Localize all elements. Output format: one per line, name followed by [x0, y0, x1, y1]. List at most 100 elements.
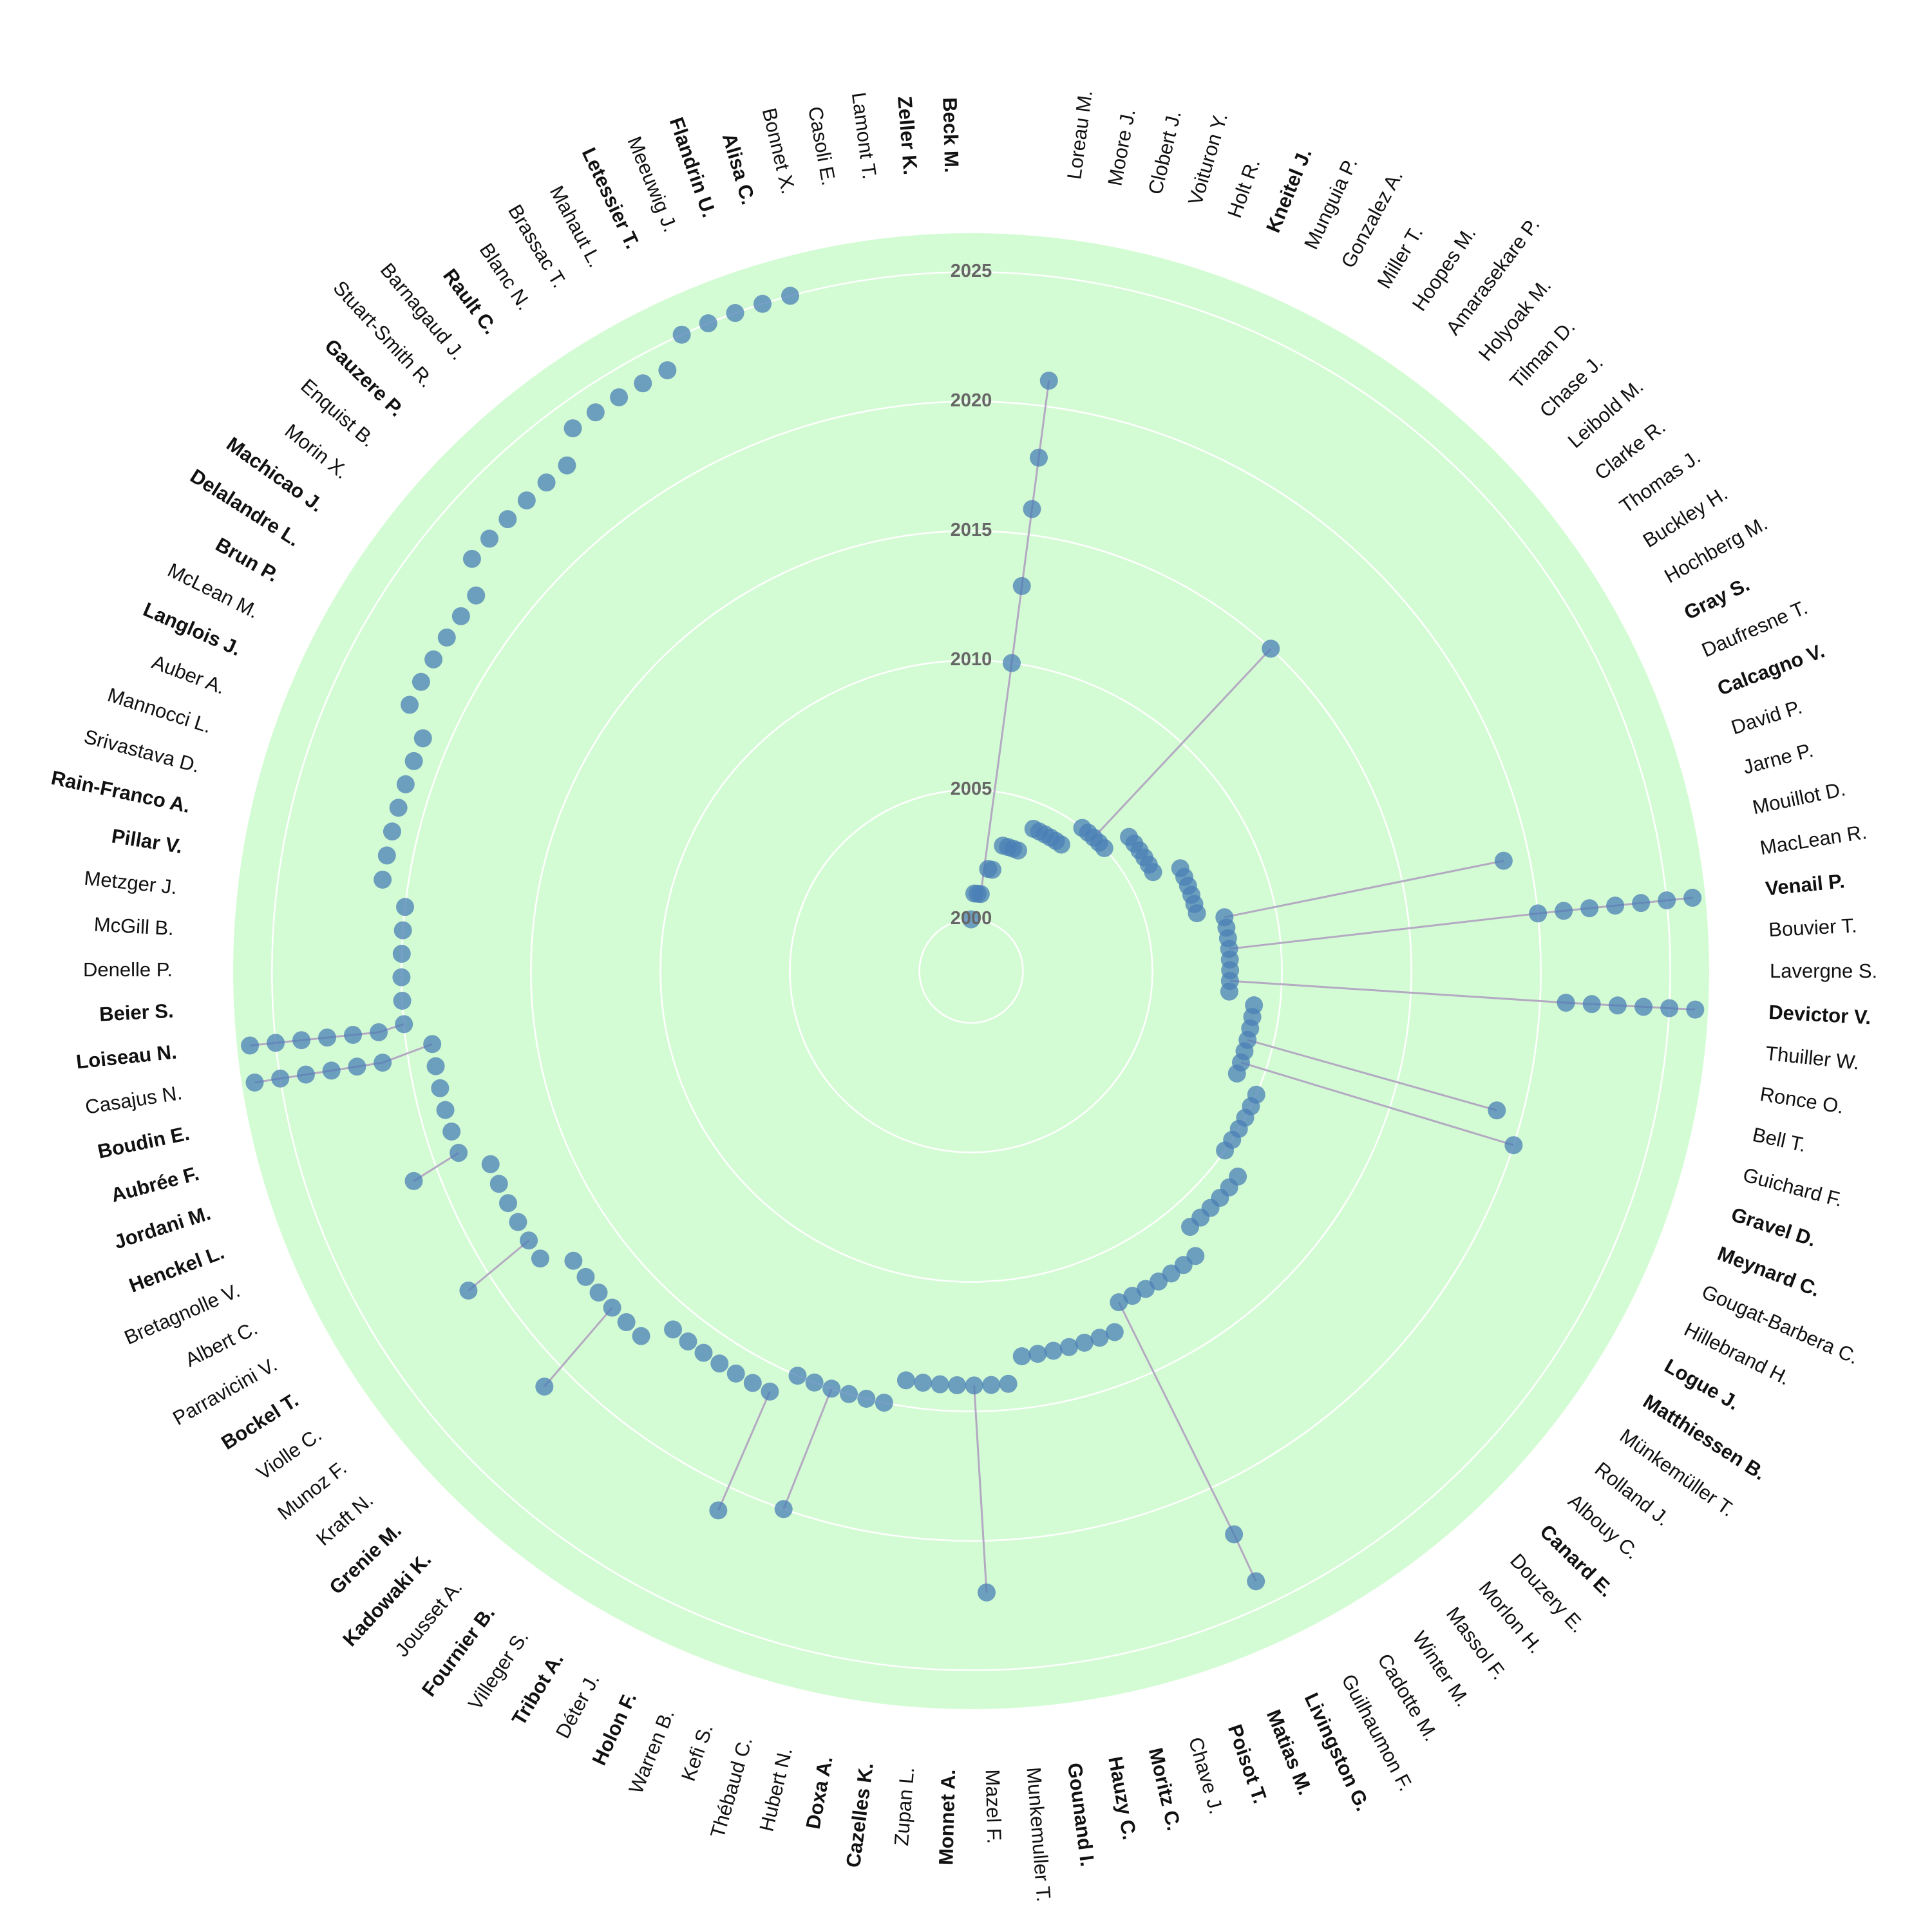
link-line — [717, 1391, 771, 1511]
author-label: Poisot T. — [1224, 1721, 1272, 1806]
paper-dot — [999, 1374, 1018, 1393]
paper-dot — [426, 1057, 445, 1075]
paper-dot — [564, 419, 582, 438]
paper-dot — [948, 1376, 967, 1394]
author-label: Bouvier T. — [1768, 914, 1857, 941]
paper-dot — [1059, 1338, 1078, 1356]
paper-dot — [396, 775, 415, 793]
author-label: Hauzy C. — [1104, 1755, 1141, 1842]
author-dot — [1555, 902, 1573, 920]
author-label: Zeller K. — [893, 95, 922, 176]
paper-dot — [610, 388, 629, 406]
author-label: Clobert J. — [1144, 108, 1186, 196]
r-tick-label: 2005 — [951, 779, 992, 799]
grid-ring — [530, 530, 1412, 1412]
paper-dot — [1012, 1347, 1031, 1365]
paper-dot — [1188, 904, 1206, 923]
paper-dot — [982, 1376, 1001, 1394]
paper-dot — [520, 1231, 538, 1250]
paper-dot — [1123, 1287, 1142, 1305]
paper-dot — [450, 1144, 468, 1162]
paper-dot — [672, 325, 691, 344]
author-label: McGill B. — [93, 913, 175, 940]
author-label: Guichard F. — [1741, 1163, 1845, 1211]
author-label: Rain-Franco A. — [49, 766, 192, 817]
paper-dot — [436, 1101, 455, 1119]
paper-dot — [896, 1371, 915, 1390]
paper-dot — [971, 885, 990, 904]
author-label: Ronce O. — [1759, 1083, 1846, 1118]
author-dot — [1683, 889, 1702, 907]
grid-ring — [789, 789, 1153, 1153]
author-label: Beck M. — [938, 97, 963, 173]
author-dot — [1029, 448, 1048, 467]
paper-dot — [392, 945, 411, 963]
author-label: Chave J. — [1184, 1734, 1228, 1816]
paper-dot — [537, 473, 556, 492]
paper-dot — [781, 287, 800, 305]
author-dot — [1634, 998, 1653, 1016]
author-dot — [292, 1031, 311, 1050]
author-label: Monnet A. — [934, 1769, 960, 1866]
paper-dot — [857, 1389, 876, 1408]
paper-dot — [467, 586, 486, 605]
link-line — [1117, 1302, 1235, 1535]
author-label: Auber A. — [149, 650, 229, 699]
paper-dot — [517, 491, 536, 510]
paper-dot — [392, 968, 411, 987]
author-label: Pillar V. — [110, 824, 184, 858]
author-label: Gravel D. — [1728, 1203, 1819, 1251]
author-label: Jordani M. — [111, 1202, 213, 1253]
paper-dot — [875, 1394, 893, 1412]
background-disc — [233, 233, 1709, 1709]
author-dot — [322, 1061, 341, 1080]
paper-dot — [1075, 1333, 1094, 1352]
author-label: Zupan L. — [890, 1766, 918, 1847]
paper-dot — [822, 1379, 841, 1398]
author-dot — [1262, 639, 1280, 658]
author-dot — [370, 1023, 388, 1041]
link-line — [1240, 1061, 1514, 1146]
author-label: Loiseau N. — [75, 1040, 178, 1073]
author-dot — [459, 1282, 478, 1300]
paper-dot — [558, 456, 576, 475]
author-dot — [1606, 896, 1625, 915]
author-dot — [318, 1028, 337, 1047]
author-dot — [1247, 1572, 1265, 1591]
paper-dot — [589, 1283, 608, 1302]
author-label: Devictor V. — [1768, 1001, 1871, 1028]
author-label: Thuiller W. — [1765, 1042, 1861, 1074]
author-dot — [1582, 995, 1601, 1014]
author-label: Hubert N. — [755, 1745, 797, 1833]
paper-dot — [442, 1122, 461, 1141]
author-label: Albert C. — [182, 1316, 261, 1371]
paper-dot — [805, 1373, 824, 1392]
paper-dot — [726, 1364, 745, 1383]
author-label: Miller T. — [1372, 222, 1427, 292]
author-dot — [1608, 996, 1627, 1015]
paper-dot — [1144, 863, 1162, 882]
paper-dot — [1220, 982, 1238, 1001]
paper-dot — [603, 1298, 621, 1317]
paper-dot — [396, 898, 415, 916]
author-dot — [1686, 1000, 1705, 1019]
paper-dot — [498, 510, 517, 529]
paper-dot — [383, 822, 401, 841]
author-label: Aubrée F. — [109, 1162, 202, 1206]
paper-dot — [1227, 1064, 1246, 1083]
paper-dot — [664, 1320, 683, 1339]
author-label: Lamont T. — [848, 91, 881, 180]
author-dot — [709, 1501, 728, 1520]
link-line — [544, 1307, 613, 1388]
author-label: Mazel F. — [981, 1769, 1006, 1844]
paper-dot — [1028, 1345, 1047, 1363]
paper-dot — [377, 846, 396, 865]
paper-dot — [586, 403, 605, 422]
author-label: Loreau M. — [1063, 89, 1097, 181]
author-dot — [1225, 1525, 1244, 1544]
author-label: Boudin E. — [95, 1122, 191, 1163]
paper-dot — [393, 991, 412, 1010]
paper-dot — [788, 1367, 807, 1385]
paper-dot — [840, 1385, 858, 1403]
